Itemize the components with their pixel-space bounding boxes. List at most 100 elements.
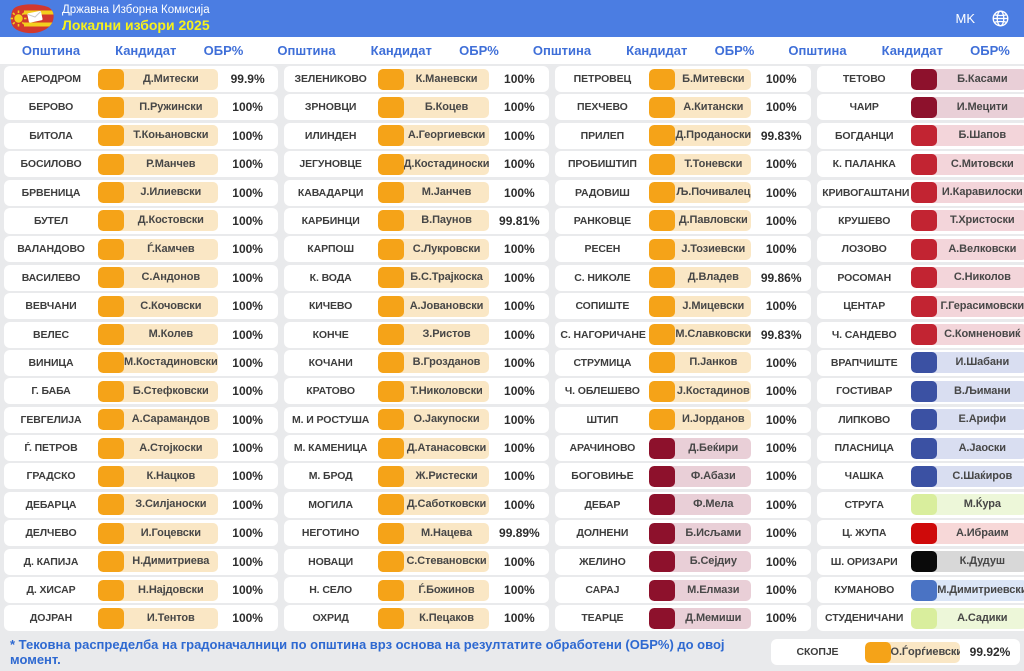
globe-icon[interactable] [991, 9, 1010, 28]
table-row[interactable]: С. НАГОРИЧАНЕ М.Славковски 99.83% [555, 321, 812, 348]
table-row[interactable]: ВЕЛЕС М.Колев 100% [4, 321, 278, 348]
table-row[interactable]: КОНЧЕ З.Ристов 100% [283, 321, 550, 348]
table-row[interactable]: ГЕВГЕЛИЈА А.Сарамандов 100% [4, 406, 278, 433]
municipality-label: ГОСТИВАР [836, 385, 893, 398]
table-row[interactable]: БОГОВИЊЕ Ф.Абази 100% [555, 463, 812, 490]
table-row[interactable]: Ш. ОРИЗАРИ К.Дудуш 99.66% [817, 548, 1024, 575]
table-row[interactable]: КАРПОШ С.Лукровски 100% [283, 236, 550, 263]
table-row[interactable]: ДОЈРАН И.Тентов 100% [4, 605, 278, 632]
candidate-name: Ѓ.Божинов [418, 583, 475, 596]
candidate-pill: И.Каравилоски [911, 182, 1024, 204]
table-row[interactable]: ДЕБАРЦА З.Силјаноски 100% [4, 491, 278, 518]
table-row[interactable]: ИЛИНДЕН А.Георгиевски 100% [283, 122, 550, 149]
municipality-label: К. ВОДА [309, 271, 352, 284]
table-row[interactable]: ПЕХЧЕВО А.Китански 100% [555, 94, 812, 121]
candidate-name: Б.С.Трајкоска [410, 271, 483, 284]
table-row[interactable]: ЗЕЛЕНИКОВО К.Маневски 100% [283, 66, 550, 92]
table-row[interactable]: ПЛАСНИЦА А.Јаоски 100% [817, 435, 1024, 462]
processed-percent: 100% [765, 213, 797, 228]
table-row[interactable]: КАВАДАРЦИ М.Јанчев 100% [283, 179, 550, 206]
table-row[interactable]: БОСИЛОВО Р.Манчев 100% [4, 151, 278, 178]
table-row[interactable]: ДОЛНЕНИ Б.Исљами 100% [555, 520, 812, 547]
table-row[interactable]: РЕСЕН Ј.Тозиевски 100% [555, 236, 812, 263]
table-row[interactable]: ОХРИД К.Пецаков 100% [283, 605, 550, 632]
table-row[interactable]: СКОПЈЕ О.Ѓорѓиевски 99.92% [770, 639, 1020, 666]
table-row[interactable]: КУМАНОВО М.Димитриевски 99.35% [817, 577, 1024, 604]
table-row[interactable]: АРАЧИНОВО Д.Беќири 100% [555, 435, 812, 462]
table-row[interactable]: ЖЕЛИНО Б.Сејдиу 100% [555, 548, 812, 575]
table-row[interactable]: СТРУМИЦА П.Јанков 100% [555, 349, 812, 376]
table-row[interactable]: ЧАШКА С.Шаќиров 100% [817, 463, 1024, 490]
candidate-name: Д.Проданоски [675, 129, 752, 142]
table-row[interactable]: ШТИП И.Јорданов 100% [555, 406, 812, 433]
table-row[interactable]: ПРИЛЕП Д.Проданоски 99.83% [555, 122, 812, 149]
table-row[interactable]: ГРАДСКО К.Нацков 100% [4, 463, 278, 490]
candidate-pill: С.Комненовиќ [911, 324, 1024, 346]
table-row[interactable]: КРУШЕВО Т.Христоски 100% [817, 207, 1024, 234]
table-row[interactable]: НЕГОТИНО М.Нацева 99.89% [283, 520, 550, 547]
candidate-name: М.Колев [148, 328, 194, 341]
table-row[interactable]: МОГИЛА Д.Саботковски 100% [283, 491, 550, 518]
table-row[interactable]: ВРАПЧИШТЕ И.Шабани 100% [817, 349, 1024, 376]
table-row[interactable]: ЧАИР И.Мецити 99.69% [817, 94, 1024, 121]
table-row[interactable]: БОГДАНЦИ Б.Шапов 100% [817, 122, 1024, 149]
table-row[interactable]: Г. БАБА Б.Стефковски 100% [4, 378, 278, 405]
candidate-name: И.Каравилоски [941, 186, 1023, 199]
table-row[interactable]: ТЕАРЦЕ Д.Мемиши 100% [555, 605, 812, 632]
language-selector[interactable]: MK [955, 11, 976, 26]
table-row[interactable]: КРИВОГАШТАНИ И.Каравилоски 100% [817, 179, 1024, 206]
table-row[interactable]: Д. КАПИЈА Н.Димитриева 100% [4, 548, 278, 575]
table-row[interactable]: ЦЕНТАР Г.Герасимовски 99.86% [817, 293, 1024, 320]
table-row[interactable]: БИТОЛА Т.Коњановски 100% [4, 122, 278, 149]
table-row[interactable]: Д. ХИСАР Н.Најдовски 100% [4, 577, 278, 604]
table-row[interactable]: ЈЕГУНОВЦЕ Д.Костадиноски 100% [283, 151, 550, 178]
table-row[interactable]: ТЕТОВО Б.Касами 100% [817, 66, 1024, 92]
table-row[interactable]: ЛИПКОВО Е.Арифи 100% [817, 406, 1024, 433]
candidate-name: С.Лукровски [412, 242, 481, 255]
table-row[interactable]: ВАСИЛЕВО С.Андонов 100% [4, 264, 278, 291]
table-row[interactable]: С. НИКОЛЕ Д.Владев 99.86% [555, 264, 812, 291]
table-row[interactable]: РАНКОВЦЕ Д.Павловски 100% [555, 207, 812, 234]
processed-percent: 100% [232, 441, 263, 456]
table-row[interactable]: М. И РОСТУША О.Јакупоски 100% [283, 406, 550, 433]
table-row[interactable]: ДЕБАР Ф.Мела 100% [555, 491, 812, 518]
table-row[interactable]: ПРОБИШТИП Т.Тоневски 100% [555, 151, 812, 178]
table-row[interactable]: СТРУГА М.Ќура 100% [817, 491, 1024, 518]
municipality-label: КАРБИНЦИ [301, 214, 360, 227]
table-row[interactable]: Ч. САНДЕВО С.Комненовиќ 100% [817, 321, 1024, 348]
table-row[interactable]: ЛОЗОВО А.Велковски 100% [817, 236, 1024, 263]
table-row[interactable]: КИЧЕВО А.Јовановски 100% [283, 293, 550, 320]
table-row[interactable]: БУТЕЛ Д.Костовски 100% [4, 207, 278, 234]
table-row[interactable]: Н. СЕЛО Ѓ.Божинов 100% [283, 577, 550, 604]
candidate-name: Ј.Илиевски [140, 186, 202, 199]
table-row[interactable]: БЕРОВО П.Ружински 100% [4, 94, 278, 121]
table-row[interactable]: РАДОВИШ Љ.Почивалец 100% [555, 179, 812, 206]
table-row[interactable]: КОЧАНИ В.Грозданов 100% [283, 349, 550, 376]
party-color-swatch [649, 153, 676, 175]
table-row[interactable]: КАРБИНЦИ В.Паунов 99.81% [283, 207, 550, 234]
table-row[interactable]: НОВАЦИ С.Стевановски 100% [283, 548, 550, 575]
table-row[interactable]: КРАТОВО Т.Николовски 100% [283, 378, 550, 405]
table-row[interactable]: РОСОМАН С.Николов 100% [817, 264, 1024, 291]
table-row[interactable]: К. ПАЛАНКА С.Митовски 100% [817, 151, 1024, 178]
table-row[interactable]: ВЕВЧАНИ С.Кочовски 100% [4, 293, 278, 320]
table-row[interactable]: К. ВОДА Б.С.Трајкоска 100% [283, 264, 550, 291]
table-row[interactable]: М. БРОД Ж.Ристески 100% [283, 463, 550, 490]
table-row[interactable]: САРАЈ М.Елмази 100% [555, 577, 812, 604]
table-row[interactable]: ДЕЛЧЕВО И.Гоцевски 100% [4, 520, 278, 547]
table-row[interactable]: ПЕТРОВЕЦ Б.Митевски 100% [555, 66, 812, 92]
processed-percent: 99.83% [760, 327, 802, 342]
table-row[interactable]: ЗРНОВЦИ Б.Коцев 100% [283, 94, 550, 121]
table-row[interactable]: Ч. ОБЛЕШЕВО Ј.Костадинов 100% [555, 378, 812, 405]
table-row[interactable]: БРВЕНИЦА Ј.Илиевски 100% [4, 179, 278, 206]
table-row[interactable]: АЕРОДРОМ Д.Митески 99.9% [4, 66, 278, 92]
table-row[interactable]: М. КАМЕНИЦА Д.Атанасовски 100% [283, 435, 550, 462]
table-row[interactable]: СОПИШТЕ Ј.Мицевски 100% [555, 293, 812, 320]
table-row[interactable]: ВАЛАНДОВО Ѓ.Камчев 100% [4, 236, 278, 263]
candidate-name: Д.Митески [142, 72, 199, 85]
table-row[interactable]: СТУДЕНИЧАНИ А.Садики 100% [817, 605, 1024, 632]
table-row[interactable]: Ц. ЖУПА А.Ибраим 100% [817, 520, 1024, 547]
table-row[interactable]: ГОСТИВАР В.Љимани 100% [817, 378, 1024, 405]
table-row[interactable]: ВИНИЦА М.Костадиновски 100% [4, 349, 278, 376]
table-row[interactable]: Ѓ. ПЕТРОВ А.Стојкоски 100% [4, 435, 278, 462]
